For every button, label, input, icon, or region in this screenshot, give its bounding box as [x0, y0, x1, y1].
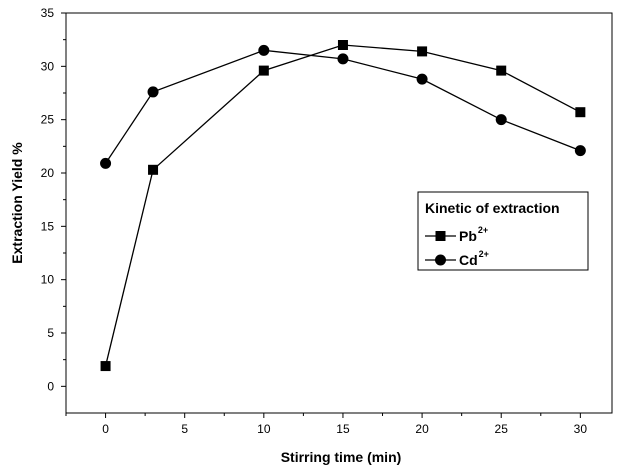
y-tick-label: 0: [47, 379, 54, 393]
data-point-cd: [100, 157, 112, 169]
data-point-pb: [337, 40, 348, 50]
y-axis-ticks: 0 5 10 15 20 25 30 35: [41, 6, 66, 393]
data-point-pb: [496, 65, 507, 76]
legend-entry-pb: Pb 2+: [425, 225, 488, 244]
data-point-pb: [100, 361, 111, 372]
y-tick-label: 5: [47, 326, 54, 340]
series-pb: [100, 40, 586, 372]
legend: Kinetic of extraction Pb 2+Cd 2+: [417, 191, 589, 271]
x-tick-label: 15: [336, 422, 350, 436]
x-tick-label: 25: [495, 422, 509, 436]
legend-label: Pb: [459, 228, 477, 244]
y-tick-label: 25: [41, 113, 55, 127]
data-point-cd: [258, 44, 270, 56]
x-axis-title: Stirring time (min): [281, 449, 402, 465]
x-tick-label: 20: [415, 422, 429, 436]
data-point-cd: [495, 114, 507, 126]
data-point-pb: [417, 46, 428, 57]
series-layer: [100, 40, 586, 372]
legend-box: [417, 191, 589, 271]
legend-marker: [435, 231, 446, 241]
legend-title: Kinetic of extraction: [425, 200, 560, 216]
series-cd: [100, 44, 586, 169]
legend-label-superscript: 2+: [479, 249, 489, 259]
x-tick-label: 10: [257, 422, 271, 436]
x-tick-label: 0: [102, 422, 109, 436]
y-tick-label: 30: [41, 59, 55, 73]
y-tick-label: 35: [41, 6, 55, 20]
x-tick-label: 5: [181, 422, 188, 436]
legend-label-superscript: 2+: [478, 225, 488, 235]
legend-entries: Pb 2+Cd 2+: [425, 225, 489, 268]
series-line: [105, 49, 581, 164]
data-point-pb: [575, 107, 586, 118]
y-tick-label: 20: [41, 166, 55, 180]
data-point-cd: [147, 86, 159, 98]
x-tick-label: 30: [574, 422, 588, 436]
data-point-cd: [416, 73, 428, 85]
y-axis-title: Extraction Yield %: [9, 142, 25, 264]
y-tick-label: 10: [41, 273, 55, 287]
plot-area: [65, 12, 613, 414]
y-tick-label: 15: [41, 219, 55, 233]
plot-border: [65, 12, 613, 414]
data-point-pb: [148, 164, 159, 175]
data-point-cd: [574, 145, 586, 157]
legend-entry-cd: Cd 2+: [425, 249, 489, 268]
legend-marker: [435, 254, 446, 266]
x-axis-ticks: 0 5 10 15 20 25 30: [65, 413, 588, 436]
legend-label: Cd: [459, 252, 478, 268]
data-point-pb: [258, 65, 269, 76]
data-point-cd: [337, 53, 349, 65]
